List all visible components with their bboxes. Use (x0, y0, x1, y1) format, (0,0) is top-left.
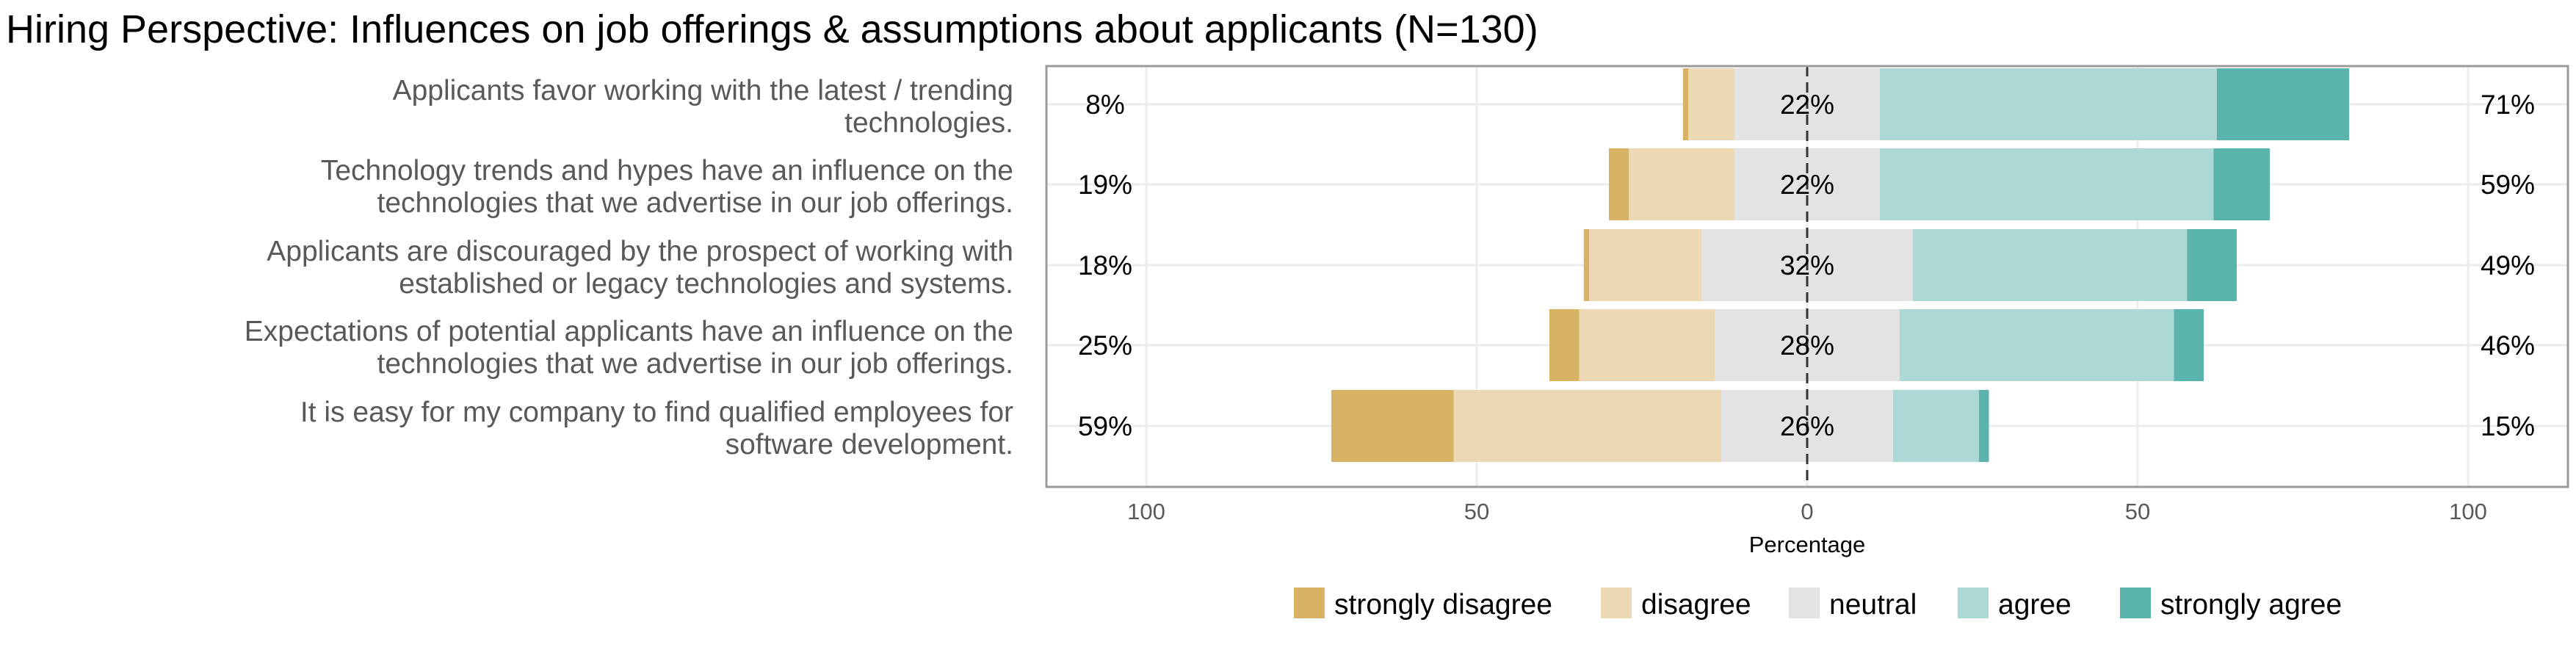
x-axis-ticks: 100 50 0 50 100 (1127, 499, 2487, 524)
x-axis-title: Percentage (1749, 532, 1866, 557)
category-label-line: Applicants favor working with the latest… (393, 75, 1013, 106)
legend-label: disagree (1641, 589, 1751, 621)
category-label: It is easy for my company to find qualif… (300, 397, 1013, 460)
percent-label-right: 46% (2481, 330, 2535, 361)
category-label: Applicants favor working with the latest… (393, 75, 1013, 139)
x-tick-label: 100 (1127, 499, 1165, 524)
legend: strongly disagree disagree neutral agree str… (1294, 588, 2342, 621)
bar-segment (2174, 309, 2204, 381)
bar-segment (1913, 229, 2188, 301)
percent-label-center: 28% (1780, 330, 1834, 361)
category-label-line: Applicants are discouraged by the prospe… (267, 236, 1013, 267)
percent-label-left: 19% (1078, 170, 1132, 200)
percent-label-center: 32% (1780, 250, 1834, 281)
percent-label-right: 15% (2481, 411, 2535, 441)
legend-swatch (1294, 588, 1325, 618)
bar-segment (1331, 390, 1454, 462)
legend-swatch (1789, 588, 1820, 618)
percent-labels: 8% 22% 71% 19% 22% 59% 18% 32% 49% 25% 28% 46% 59% 26… (1078, 90, 2535, 441)
percent-label-left: 59% (1078, 411, 1132, 441)
percent-label-left: 18% (1078, 250, 1132, 281)
bar-segment (1549, 309, 1580, 381)
percent-label-left: 8% (1085, 90, 1124, 120)
bar-segment (1583, 229, 1589, 301)
bar-segment (1579, 309, 1715, 381)
bar-segment (1589, 229, 1701, 301)
bar-segment (1880, 68, 2217, 140)
bars (1331, 68, 2349, 462)
bar-segment (1880, 148, 2214, 220)
category-label-line: Expectations of potential applicants hav… (245, 316, 1013, 347)
category-label-line: technologies that we advertise in our jo… (377, 348, 1013, 380)
category-label: Technology trends and hypes have an infl… (321, 155, 1013, 219)
category-label-line: technologies. (844, 107, 1013, 139)
x-tick-label: 50 (2125, 499, 2150, 524)
category-labels: Applicants favor working with the latest… (245, 75, 1013, 460)
bar-segment (1893, 390, 1979, 462)
bar-segment (1900, 309, 2174, 381)
category-label-line: Technology trends and hypes have an infl… (321, 155, 1013, 187)
legend-label: neutral (1829, 589, 1917, 621)
bar-segment (2187, 229, 2237, 301)
legend-swatch (1601, 588, 1632, 618)
category-label-line: technologies that we advertise in our jo… (377, 187, 1013, 219)
percent-label-center: 22% (1780, 170, 1834, 200)
x-tick-label: 100 (2449, 499, 2487, 524)
percent-label-center: 26% (1780, 411, 1834, 441)
bar-segment (1609, 148, 1629, 220)
percent-label-right: 49% (2481, 250, 2535, 281)
bar-segment (1453, 390, 1721, 462)
category-label: Expectations of potential applicants hav… (245, 316, 1013, 380)
percent-label-right: 71% (2481, 90, 2535, 120)
legend-swatch (2120, 588, 2151, 618)
plot-panel-border (1045, 65, 2569, 488)
legend-label: agree (1998, 589, 2072, 621)
bar-segment (2217, 68, 2349, 140)
bar-segment (1682, 68, 1688, 140)
legend-label: strongly disagree (1334, 589, 1552, 621)
percent-label-left: 25% (1078, 330, 1132, 361)
bar-segment (1629, 148, 1734, 220)
percent-label-center: 22% (1780, 90, 1834, 120)
category-label-line: software development. (726, 429, 1013, 460)
bar-segment (2213, 148, 2270, 220)
legend-swatch (1958, 588, 1989, 618)
chart-title: Hiring Perspective: Influences on job of… (6, 7, 1538, 51)
x-tick-label: 50 (1464, 499, 1489, 524)
bar-segment (1979, 390, 1989, 462)
category-label-line: It is easy for my company to find qualif… (300, 397, 1013, 428)
category-label-line: established or legacy technologies and s… (399, 268, 1013, 300)
category-label: Applicants are discouraged by the prospe… (267, 236, 1013, 300)
percent-label-right: 59% (2481, 170, 2535, 200)
x-tick-label: 0 (1801, 499, 1813, 524)
legend-label: strongly agree (2160, 589, 2342, 621)
bar-segment (1688, 68, 1734, 140)
